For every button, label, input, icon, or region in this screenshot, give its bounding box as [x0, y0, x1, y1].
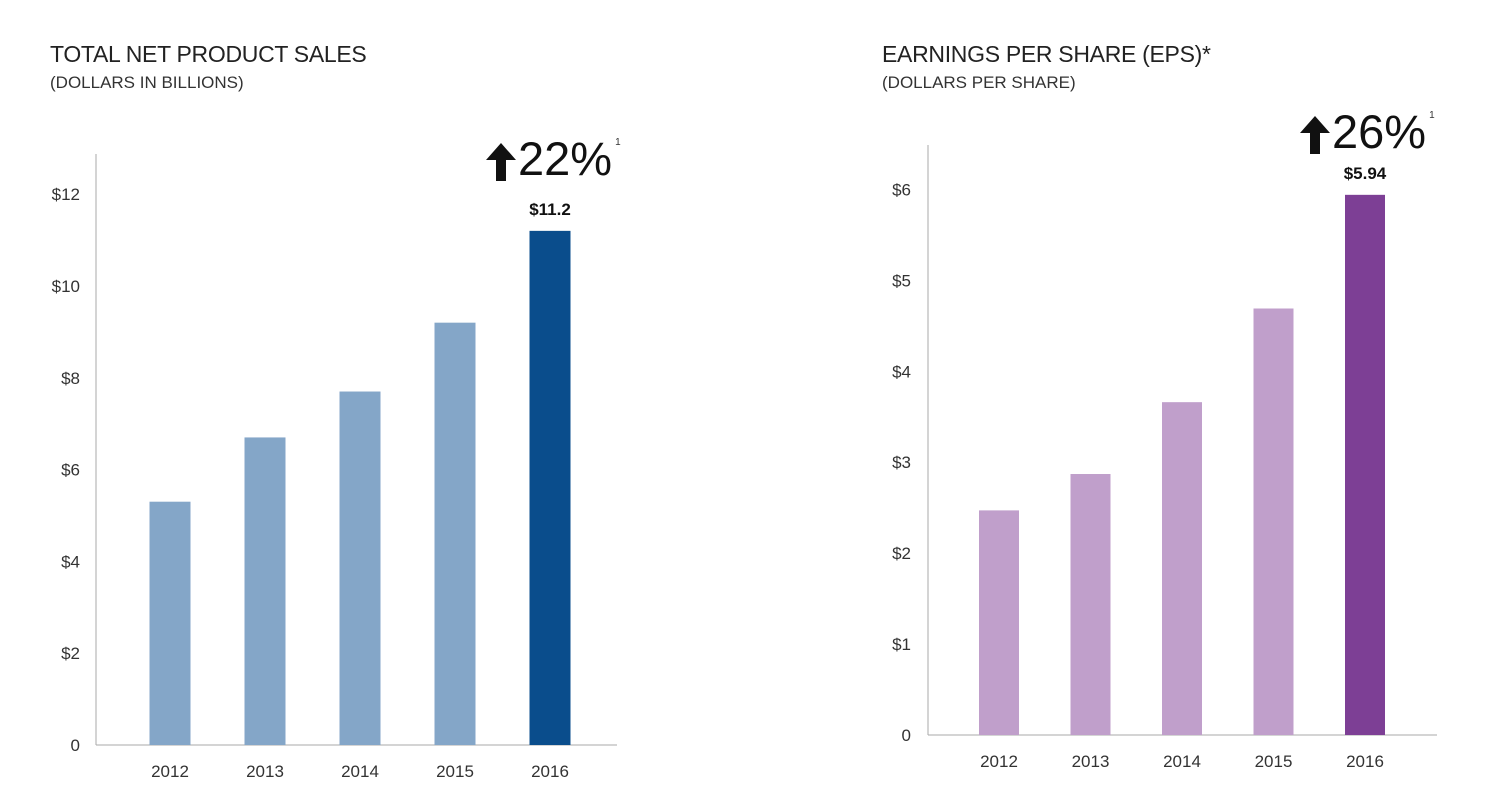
- y-tick-label: 0: [902, 726, 911, 745]
- growth-percent: 22%: [518, 132, 613, 185]
- x-tick-label: 2015: [436, 762, 474, 781]
- growth-footnote: 1: [1429, 110, 1435, 121]
- x-tick-label: 2014: [1163, 752, 1201, 771]
- x-tick-label: 2016: [531, 762, 569, 781]
- bar-2016: [529, 230, 571, 745]
- sales-chart-panel: TOTAL NET PRODUCT SALES (DOLLARS IN BILL…: [0, 0, 740, 795]
- bar-2015: [434, 322, 476, 745]
- growth-percent: 26%: [1332, 105, 1427, 158]
- bar-2013: [1070, 474, 1111, 735]
- bar-2014: [1162, 402, 1202, 735]
- data-label: $11.2: [529, 200, 571, 219]
- x-tick-label: 2013: [1072, 752, 1110, 771]
- chart-title: TOTAL NET PRODUCT SALES: [50, 41, 367, 67]
- chart-title: EARNINGS PER SHARE (EPS)*: [882, 41, 1211, 67]
- up-arrow-icon: [1300, 116, 1330, 154]
- y-tick-label: $6: [61, 461, 80, 480]
- y-tick-label: 0: [71, 736, 80, 755]
- x-tick-label: 2014: [341, 762, 379, 781]
- up-arrow-icon: [486, 143, 516, 181]
- y-tick-label: $6: [892, 180, 911, 199]
- bar-2012: [149, 501, 191, 745]
- chart-subtitle: (DOLLARS IN BILLIONS): [50, 73, 244, 92]
- y-tick-label: $10: [52, 277, 80, 296]
- sales-bar-chart: 0 $2 $4 $6 $8 $10 $12 2012 2013 2014 2015 2016 $11.2: [52, 154, 617, 781]
- bar-2015: [1253, 308, 1294, 735]
- bar-2012: [979, 510, 1019, 735]
- eps-chart-panel: EARNINGS PER SHARE (EPS)* (DOLLARS PER S…: [760, 0, 1500, 795]
- y-tick-label: $2: [892, 544, 911, 563]
- x-tick-label: 2015: [1255, 752, 1293, 771]
- bar-2016: [1345, 194, 1385, 736]
- y-tick-label: $4: [892, 362, 911, 381]
- growth-footnote: 1: [615, 137, 621, 148]
- y-tick-label: $12: [52, 185, 80, 204]
- x-tick-label: 2012: [151, 762, 189, 781]
- x-tick-label: 2016: [1346, 752, 1384, 771]
- y-tick-label: $1: [892, 635, 911, 654]
- eps-bar-chart: 0 $1 $2 $3 $4 $5 $6 2012 2013 2014 2015 2016 $5.94: [892, 145, 1437, 771]
- y-tick-label: $3: [892, 453, 911, 472]
- y-tick-label: $2: [61, 644, 80, 663]
- x-tick-label: 2012: [980, 752, 1018, 771]
- x-tick-label: 2013: [246, 762, 284, 781]
- data-label: $5.94: [1344, 164, 1387, 183]
- growth-indicator: 22% 1: [486, 135, 621, 182]
- bar-2014: [339, 391, 381, 745]
- chart-subtitle: (DOLLARS PER SHARE): [882, 73, 1076, 92]
- growth-indicator: 26% 1: [1300, 108, 1435, 155]
- y-tick-label: $5: [892, 271, 911, 290]
- y-tick-label: $8: [61, 369, 80, 388]
- bar-2013: [244, 437, 286, 745]
- y-tick-label: $4: [61, 552, 80, 571]
